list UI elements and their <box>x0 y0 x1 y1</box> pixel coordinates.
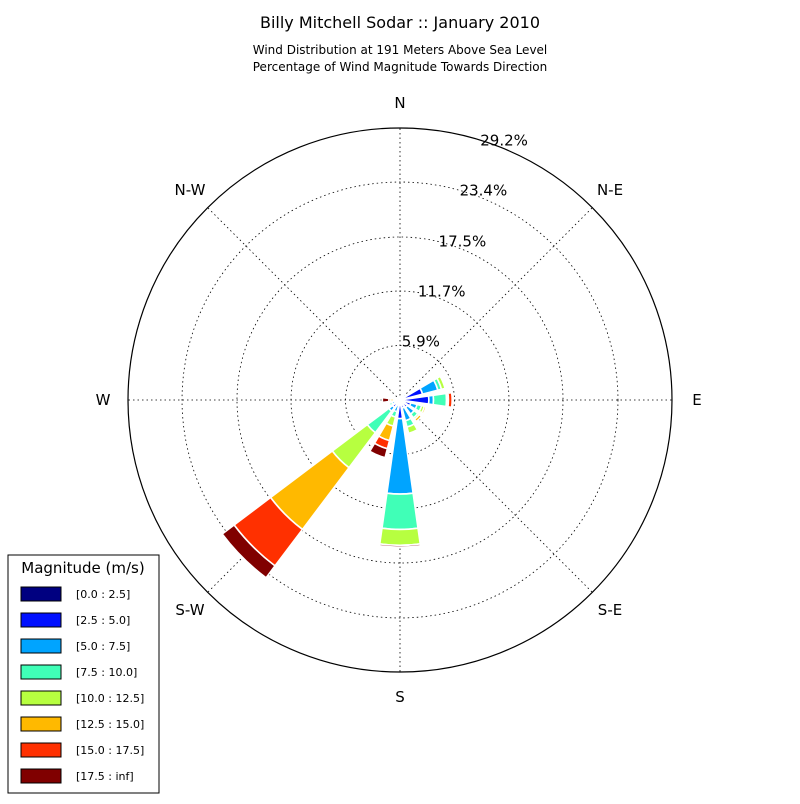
chart-subtitle-line-1: Wind Distribution at 191 Meters Above Se… <box>253 43 548 57</box>
direction-label: N <box>394 94 405 112</box>
legend: Magnitude (m/s) [0.0 : 2.5] [2.5 : 5.0] [5… <box>8 555 159 793</box>
legend-label: [15.0 : 17.5] <box>76 744 144 757</box>
windrose-bar-180-bin-3 <box>382 493 418 529</box>
direction-label: N-W <box>175 181 206 199</box>
windrose-bar-180-bin-4 <box>380 528 420 545</box>
legend-label: [12.5 : 15.0] <box>76 718 144 731</box>
legend-label: [2.5 : 5.0] <box>76 614 130 627</box>
legend-title: Magnitude (m/s) <box>21 559 144 577</box>
radial-tick-label: 17.5% <box>439 232 487 250</box>
legend-swatch <box>21 691 61 705</box>
radial-tick-label: 11.7% <box>418 282 466 300</box>
legend-swatch <box>21 639 61 653</box>
legend-label: [5.0 : 7.5] <box>76 640 130 653</box>
chart-subtitle-line-2: Percentage of Wind Magnitude Towards Dir… <box>253 60 547 74</box>
legend-swatch <box>21 587 61 601</box>
chart-title: Billy Mitchell Sodar :: January 2010 <box>260 13 540 32</box>
legend-swatch <box>21 665 61 679</box>
legend-label: [10.0 : 12.5] <box>76 692 144 705</box>
radial-tick-label: 23.4% <box>460 182 508 200</box>
legend-label: [7.5 : 10.0] <box>76 666 137 679</box>
windrose-bar-292.5-bin-7 <box>395 397 397 399</box>
direction-label: S-E <box>598 601 622 619</box>
legend-swatch <box>21 769 61 783</box>
legend-swatch <box>21 743 61 757</box>
radial-tick-label: 29.2% <box>480 132 528 150</box>
windrose-bar-90-bin-6 <box>448 393 452 408</box>
direction-label: W <box>96 391 111 409</box>
direction-label: S <box>395 688 405 706</box>
direction-label: E <box>692 391 701 409</box>
legend-label: [0.0 : 2.5] <box>76 588 130 601</box>
radial-tick-label: 5.9% <box>402 333 440 351</box>
windrose-bar-90-bin-3 <box>433 394 446 407</box>
windrose-bar-270-bin-7 <box>382 398 389 403</box>
direction-label: N-E <box>597 181 623 199</box>
direction-label: S-W <box>175 601 204 619</box>
legend-swatch <box>21 717 61 731</box>
legend-label: [17.5 : inf] <box>76 770 134 783</box>
windrose-bar-247.5-bin-4 <box>388 403 390 406</box>
legend-swatch <box>21 613 61 627</box>
